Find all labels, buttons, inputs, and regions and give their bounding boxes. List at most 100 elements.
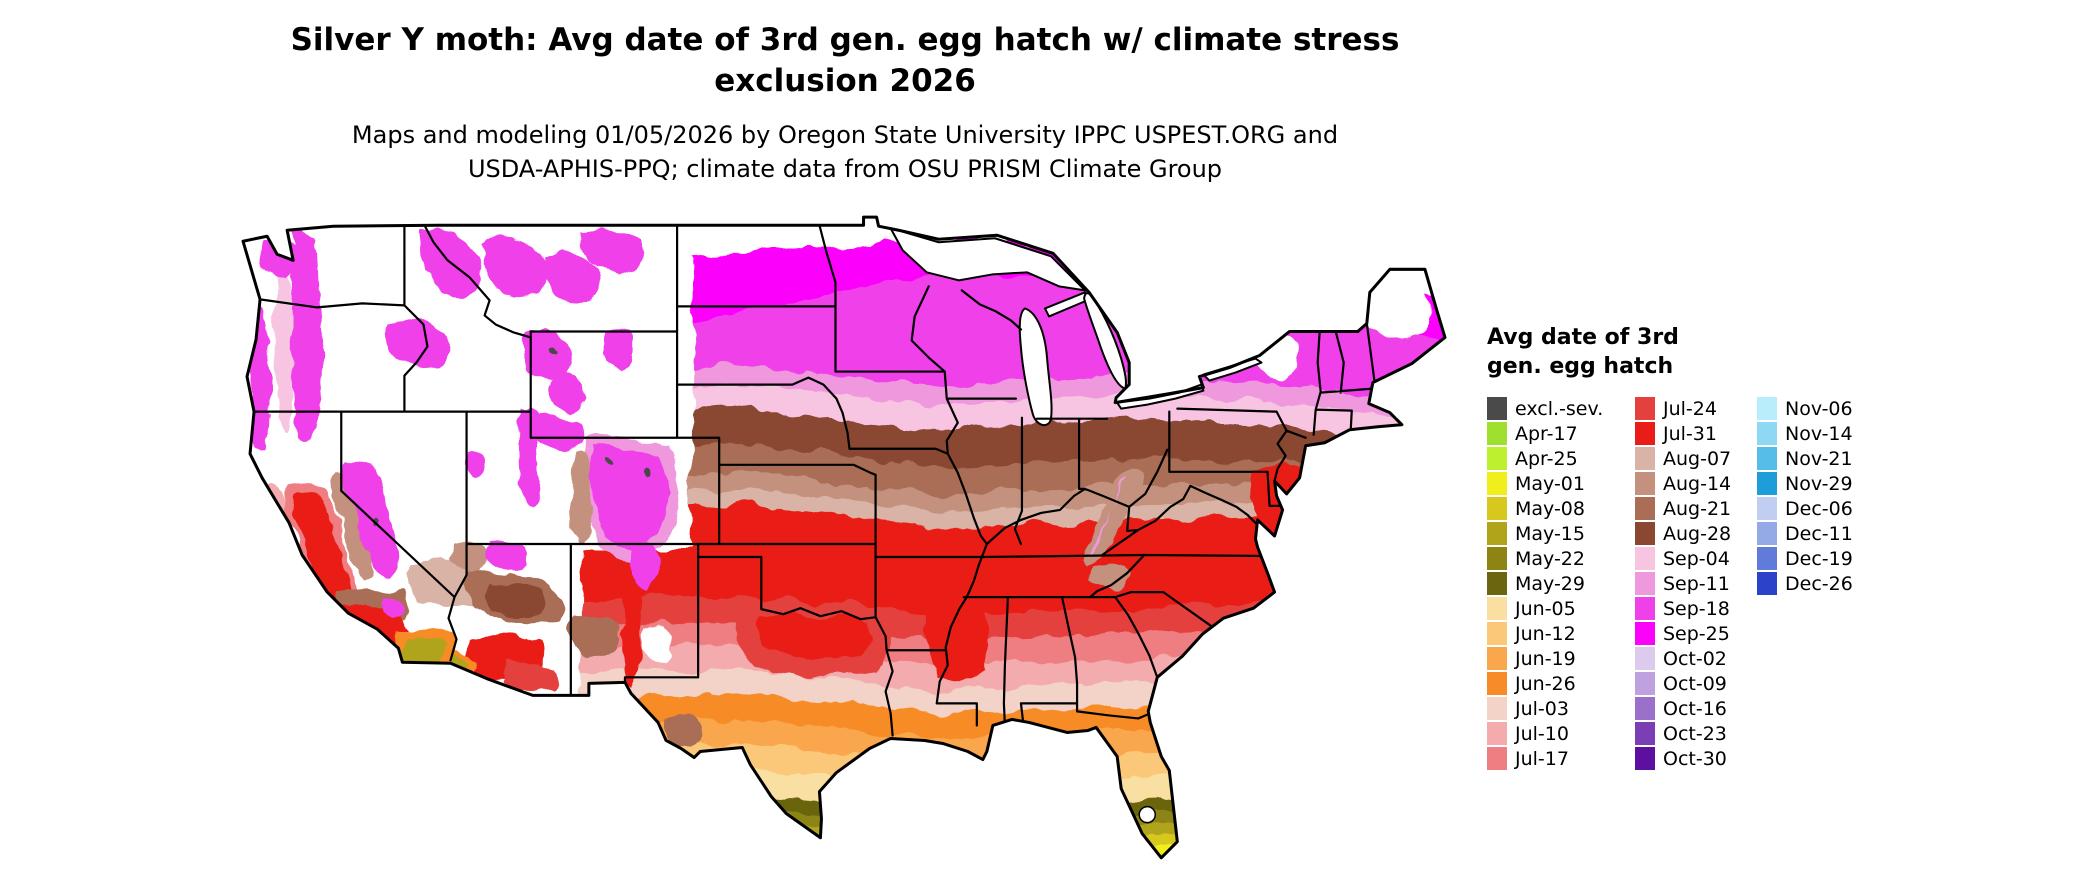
legend-label: Sep-11 <box>1663 572 1730 595</box>
region-delmarva-hot <box>1251 465 1326 560</box>
legend-label: May-22 <box>1515 547 1585 570</box>
legend-swatch <box>1487 747 1507 770</box>
legend-item: Jul-17 <box>1487 746 1635 771</box>
map-band-Jun-12 <box>571 743 1445 858</box>
region-montana-rockies-1 <box>544 254 601 304</box>
legend-label: excl.-sev. <box>1515 397 1604 420</box>
region-wind-river <box>547 370 585 412</box>
legend-item: Sep-25 <box>1635 621 1757 646</box>
figure-subtitle: Maps and modeling 01/05/2026 by Oregon S… <box>240 118 1450 186</box>
legend-item: Oct-09 <box>1635 671 1757 696</box>
map-band-Jun-19 <box>571 718 1445 858</box>
region-davis-mountains <box>665 715 703 749</box>
region-sangre-de-cristo <box>631 540 660 593</box>
legend-swatch <box>1487 522 1507 545</box>
legend-swatch <box>1757 397 1777 420</box>
map-band-May-22 <box>571 809 1445 858</box>
us-map <box>241 215 1447 860</box>
figure-subtitle-line1: Maps and modeling 01/05/2026 by Oregon S… <box>351 121 1339 149</box>
us-map-figure <box>237 212 1450 884</box>
legend-swatch <box>1487 572 1507 595</box>
legend-label: Dec-26 <box>1785 572 1853 595</box>
legend-label: Jul-17 <box>1515 747 1569 770</box>
map-band-Apr-25 <box>571 851 1445 858</box>
legend-swatch <box>1635 447 1655 470</box>
lake-michigan <box>1018 307 1053 426</box>
legend-item: May-08 <box>1487 496 1635 521</box>
legend-label: Jun-05 <box>1515 597 1576 620</box>
region-colorado-rockies <box>593 446 669 550</box>
legend-item: Jun-26 <box>1487 671 1635 696</box>
map-band-May-08 <box>571 831 1445 858</box>
figure-subtitle-line2: USDA-APHIS-PPQ; climate data from OSU PR… <box>467 155 1223 183</box>
legend-item: May-29 <box>1487 571 1635 596</box>
region-yellowstone <box>521 330 571 378</box>
legend-label: May-08 <box>1515 497 1585 520</box>
legend-column-3: Nov-06 Nov-14 Nov-21 Nov-29 Dec-06 Dec-11 Dec-… <box>1757 396 1869 771</box>
legend-label: Oct-02 <box>1663 647 1727 670</box>
great-lakes <box>889 227 1263 824</box>
legend-swatch <box>1487 697 1507 720</box>
legend-label: Nov-29 <box>1785 472 1853 495</box>
legend-item: Sep-04 <box>1635 546 1757 571</box>
lake-huron <box>1083 292 1127 390</box>
region-imperial-valley <box>400 638 446 668</box>
legend-item: Nov-21 <box>1757 446 1869 471</box>
legend-swatch <box>1487 547 1507 570</box>
legend-swatch <box>1487 422 1507 445</box>
legend-column-2: Jul-24 Jul-31 Aug-07 Aug-14 Aug-21 Aug-28 Sep-… <box>1635 396 1757 771</box>
region-bighorns <box>602 327 634 369</box>
region-montana-rockies-2 <box>580 231 642 272</box>
region-texas-hot-core <box>755 615 873 660</box>
legend-swatch <box>1487 447 1507 470</box>
legend-label: Apr-25 <box>1515 447 1578 470</box>
lake-okeechobee <box>1138 805 1157 824</box>
region-blue-mountains <box>385 320 448 369</box>
map-band-May-29 <box>571 793 1445 858</box>
legend-swatch <box>1635 647 1655 670</box>
legend-swatch <box>1757 522 1777 545</box>
legend-label: Aug-14 <box>1663 472 1732 495</box>
excl-sev-speck <box>606 459 613 466</box>
legend-item: Aug-28 <box>1635 521 1757 546</box>
legend-swatch <box>1487 497 1507 520</box>
legend-column-1: excl.-sev. Apr-17 Apr-25 May-01 May-08 May-15… <box>1487 396 1635 771</box>
legend-label: Oct-09 <box>1663 672 1727 695</box>
legend-label: Oct-16 <box>1663 697 1727 720</box>
legend-swatch <box>1635 572 1655 595</box>
legend-swatch <box>1635 472 1655 495</box>
region-central-valley <box>292 491 353 613</box>
legend-label: Apr-17 <box>1515 422 1578 445</box>
legend-label: Dec-19 <box>1785 547 1853 570</box>
legend-title-line2: gen. egg hatch <box>1487 354 1674 379</box>
region-appalachian-streak <box>1084 465 1144 567</box>
legend-item: Aug-21 <box>1635 496 1757 521</box>
us-outline <box>241 215 1447 860</box>
legend-swatch <box>1635 397 1655 420</box>
legend-item: Jul-24 <box>1635 396 1757 421</box>
legend-swatch <box>1487 397 1507 420</box>
region-tucson <box>505 661 559 692</box>
legend-label: Sep-04 <box>1663 547 1730 570</box>
legend-swatch <box>1635 597 1655 620</box>
legend-swatch <box>1635 747 1655 770</box>
legend-swatch <box>1635 547 1655 570</box>
region-nc-mountains <box>1092 563 1133 592</box>
legend-label: May-29 <box>1515 572 1585 595</box>
region-mississippi-valley-hot <box>925 600 987 682</box>
legend-swatch <box>1635 722 1655 745</box>
legend-swatch <box>1487 622 1507 645</box>
legend-label: Jul-24 <box>1663 397 1717 420</box>
region-ruby-mountains <box>462 450 485 477</box>
legend-swatch <box>1757 472 1777 495</box>
legend-swatch <box>1487 647 1507 670</box>
region-az-north-rim <box>485 542 529 571</box>
legend-label: Jun-12 <box>1515 622 1576 645</box>
legend-item: Apr-25 <box>1487 446 1635 471</box>
region-sacramento-mountains <box>641 625 672 665</box>
legend-item: Dec-06 <box>1757 496 1869 521</box>
legend-swatch <box>1757 447 1777 470</box>
state-borders <box>249 224 1376 737</box>
legend-item: Oct-16 <box>1635 696 1757 721</box>
figure-title: Silver Y moth: Avg date of 3rd gen. egg … <box>240 20 1450 102</box>
